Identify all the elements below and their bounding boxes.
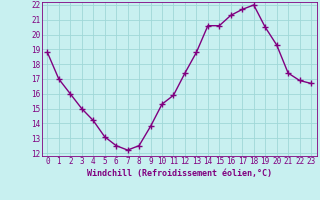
X-axis label: Windchill (Refroidissement éolien,°C): Windchill (Refroidissement éolien,°C) bbox=[87, 169, 272, 178]
